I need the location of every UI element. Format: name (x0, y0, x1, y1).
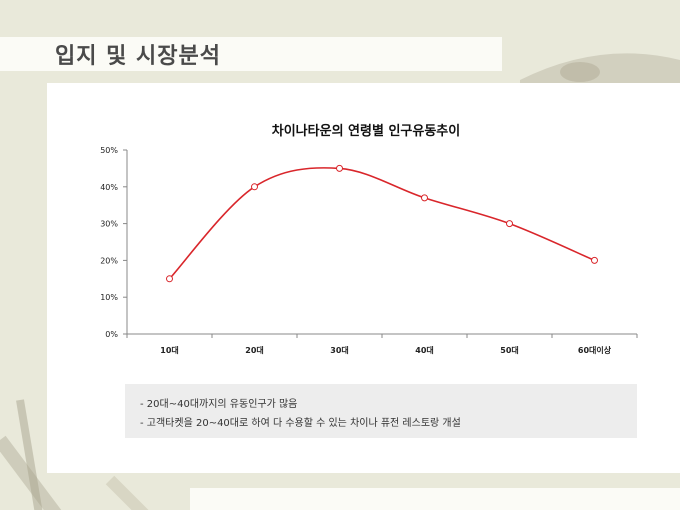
data-point (251, 183, 258, 191)
x-tick-label: 20대 (245, 345, 264, 355)
chart-axes: 0% 10% 20% 30% 40% 50% 10대 20대 30대 40대 50대 60대이상 (100, 146, 638, 355)
data-point (506, 220, 513, 228)
data-point (166, 275, 173, 283)
y-tick-label: 0% (105, 330, 118, 339)
x-tick-label: 50대 (500, 345, 519, 355)
note-line-2: - 고객타켓을 20~40대로 하여 다 수용할 수 있는 차이나 퓨전 레스토… (140, 418, 461, 429)
y-tick-label: 30% (100, 220, 118, 229)
data-point (591, 256, 598, 264)
data-point (336, 164, 343, 172)
chart-title: 차이나타운의 연령별 인구유동추이 (272, 123, 460, 139)
y-tick-label: 40% (100, 183, 118, 192)
x-tick-label: 40대 (415, 345, 434, 355)
y-tick-label: 20% (100, 256, 118, 265)
chart-series (166, 164, 598, 283)
title-band (0, 37, 502, 71)
bottom-band (190, 488, 680, 510)
series-line (168, 167, 595, 280)
x-tick-label: 30대 (330, 345, 349, 355)
y-tick-label: 10% (100, 293, 118, 302)
x-tick-label: 60대이상 (578, 345, 612, 355)
x-tick-label: 10대 (160, 345, 179, 355)
notes-box: - 20대~40대까지의 유동인구가 많음 - 고객타켓을 20~40대로 하여… (125, 384, 637, 438)
y-tick-label: 50% (100, 146, 118, 155)
note-line-1: - 20대~40대까지의 유동인구가 많음 (140, 399, 298, 410)
data-point (421, 194, 428, 202)
page-title: 입지 및 시장분석 (55, 44, 221, 69)
